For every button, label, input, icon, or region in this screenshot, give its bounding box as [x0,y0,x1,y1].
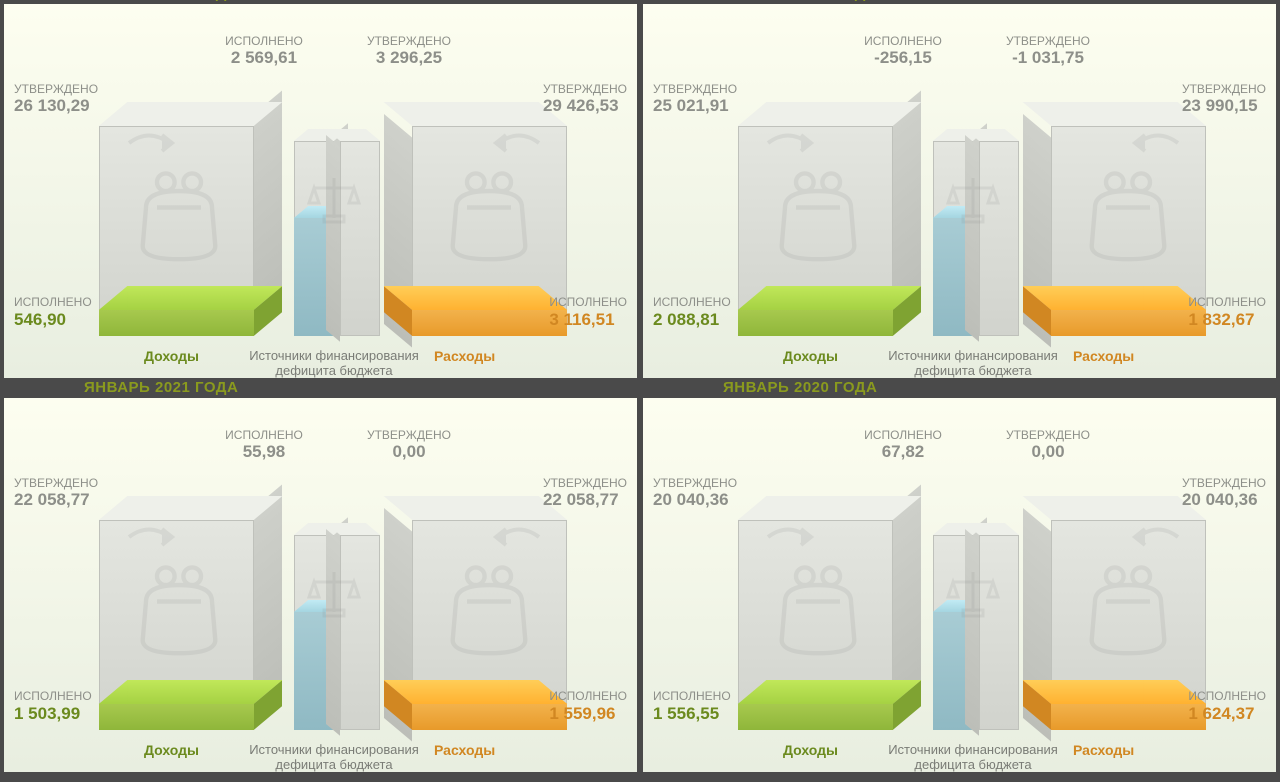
deficit-approved: УТВЕРЖДЕНО-1 031,75 [988,34,1108,69]
income-bar [99,503,282,730]
income-label: Доходы [783,742,838,758]
panel-title: ЯНВАРЬ 2023 ГОДА [84,0,238,2]
panel-title: ЯНВАРЬ 2020 ГОДА [723,379,877,396]
deficit-approved: УТВЕРЖДЕНО3 296,25 [349,34,469,69]
income-label: Доходы [144,348,199,364]
expense-executed: ИСПОЛНЕНО1 624,37 [1188,689,1266,724]
deficit-executed: ИСПОЛНЕНО67,82 [848,428,958,463]
deficit-executed: ИСПОЛНЕНО55,98 [209,428,319,463]
expense-bar [384,503,567,730]
income-executed: ИСПОЛНЕНО1 556,55 [653,689,731,724]
expense-executed: ИСПОЛНЕНО1 832,67 [1188,295,1266,330]
deficit-bar-right [326,527,380,730]
deficit-bar-right [326,133,380,336]
income-approved: УТВЕРЖДЕНО25 021,91 [653,82,737,117]
deficit-bar-right [965,527,1019,730]
expense-bar [1023,503,1206,730]
sources-label: Источники финансированиядефицита бюджета [863,348,1083,378]
income-bar [99,109,282,336]
expense-approved: УТВЕРЖДЕНО29 426,53 [543,82,627,117]
budget-panel-0: ЯНВАРЬ 2023 ГОДА УТВЕРЖДЕНО26 130,29ИСПО… [4,4,637,378]
income-executed: ИСПОЛНЕНО546,90 [14,295,92,330]
budget-panel-3: ЯНВАРЬ 2020 ГОДА УТВЕРЖДЕНО20 040,36ИСПО… [643,398,1276,772]
expense-executed: ИСПОЛНЕНО3 116,51 [549,295,627,330]
expense-executed: ИСПОЛНЕНО1 559,96 [549,689,627,724]
income-executed: ИСПОЛНЕНО2 088,81 [653,295,731,330]
deficit-executed: ИСПОЛНЕНО2 569,61 [209,34,319,69]
budget-panel-1: ЯНВАРЬ 2022 ГОДА УТВЕРЖДЕНО25 021,91ИСПО… [643,4,1276,378]
income-bar [738,503,921,730]
income-approved: УТВЕРЖДЕНО26 130,29 [14,82,98,117]
income-executed: ИСПОЛНЕНО1 503,99 [14,689,92,724]
income-approved: УТВЕРЖДЕНО20 040,36 [653,476,737,511]
sources-label: Источники финансированиядефицита бюджета [224,348,444,378]
deficit-bar-right [965,133,1019,336]
expense-approved: УТВЕРЖДЕНО20 040,36 [1182,476,1266,511]
deficit-approved: УТВЕРЖДЕНО0,00 [349,428,469,463]
deficit-executed: ИСПОЛНЕНО-256,15 [848,34,958,69]
income-label: Доходы [783,348,838,364]
expense-approved: УТВЕРЖДЕНО22 058,77 [543,476,627,511]
panel-title: ЯНВАРЬ 2021 ГОДА [84,379,238,396]
expense-bar [384,109,567,336]
income-label: Доходы [144,742,199,758]
income-bar [738,109,921,336]
expense-approved: УТВЕРЖДЕНО23 990,15 [1182,82,1266,117]
deficit-approved: УТВЕРЖДЕНО0,00 [988,428,1108,463]
income-approved: УТВЕРЖДЕНО22 058,77 [14,476,98,511]
expense-bar [1023,109,1206,336]
sources-label: Источники финансированиядефицита бюджета [224,742,444,772]
sources-label: Источники финансированиядефицита бюджета [863,742,1083,772]
panel-title: ЯНВАРЬ 2022 ГОДА [723,0,877,2]
budget-panel-2: ЯНВАРЬ 2021 ГОДА УТВЕРЖДЕНО22 058,77ИСПО… [4,398,637,772]
